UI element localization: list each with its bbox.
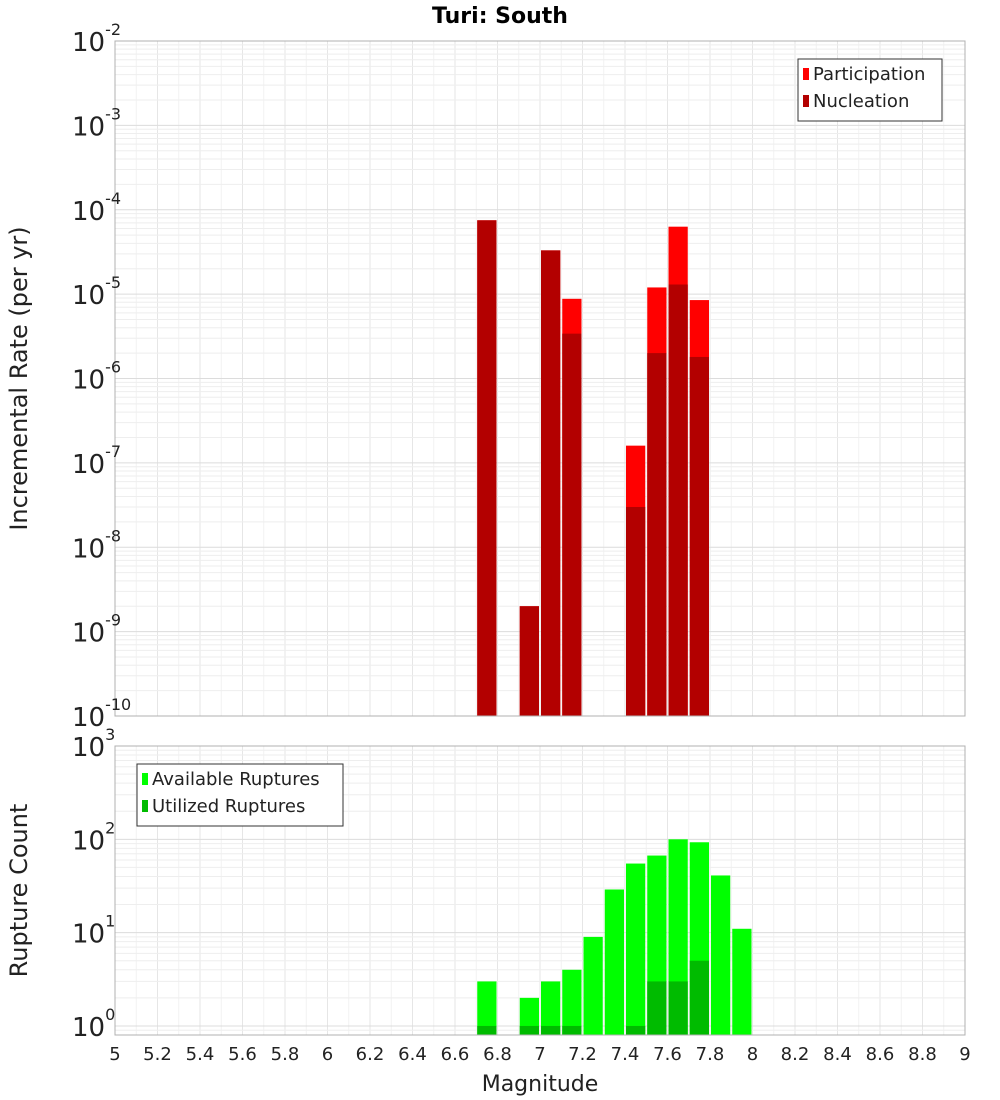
x-tick-label: 8.6 xyxy=(866,1044,895,1065)
legend-swatch xyxy=(803,68,809,80)
x-axis-label: Magnitude xyxy=(482,1072,599,1097)
legend-box xyxy=(136,763,344,827)
legend-entry: Nucleation xyxy=(813,91,909,112)
count-bar-series2 xyxy=(519,1025,539,1035)
count-bar-series1 xyxy=(626,863,646,1035)
y-tick-label: 10-3 xyxy=(72,104,121,142)
count-bar-series1 xyxy=(562,969,582,1035)
count-bar-series2 xyxy=(541,1025,561,1035)
magnitude-x-ticks: 5 5.2 5.4 5.6 5.8 6 6.2 6.4 6.6 6.8 7 7.2 7.4 7.6 7.8 8… xyxy=(109,1044,970,1065)
x-tick-label: 7.6 xyxy=(653,1044,682,1065)
count-bar-series1 xyxy=(583,936,603,1035)
x-tick-label: 6.4 xyxy=(398,1044,427,1065)
x-tick-label: 8.2 xyxy=(781,1044,810,1065)
count-y-ticks: 100 101 102 103 xyxy=(72,725,115,1043)
x-tick-label: 8.8 xyxy=(908,1044,937,1065)
rate-bar-series2 xyxy=(477,220,497,717)
count-bar-series1 xyxy=(477,981,497,1035)
rate-bar-series2 xyxy=(541,250,561,717)
rate-bar-series2 xyxy=(647,353,667,716)
y-tick-label: 100 xyxy=(72,1005,115,1043)
chart-title: Turi: South xyxy=(432,4,568,29)
count-bar-series2 xyxy=(626,1025,646,1035)
legend-swatch xyxy=(142,773,148,785)
x-tick-label: 8 xyxy=(747,1044,758,1065)
count-y-axis-label: Rupture Count xyxy=(5,804,33,978)
count-bar-series2 xyxy=(668,981,688,1035)
count-plot-border xyxy=(114,745,966,1036)
x-tick-label: 6.8 xyxy=(483,1044,512,1065)
legend-box xyxy=(797,58,943,122)
legend-entry: Available Ruptures xyxy=(152,769,320,790)
y-tick-label: 10-10 xyxy=(72,695,131,733)
y-tick-label: 101 xyxy=(72,912,115,950)
rate-bar-series2 xyxy=(562,333,582,716)
legend-entry: Participation xyxy=(813,64,925,85)
y-tick-label: 103 xyxy=(72,725,115,763)
x-tick-label: 6.2 xyxy=(356,1044,385,1065)
x-tick-label: 5 xyxy=(109,1044,120,1065)
x-tick-label: 6.6 xyxy=(441,1044,470,1065)
y-tick-label: 102 xyxy=(72,818,115,856)
count-bar-series1 xyxy=(519,997,539,1035)
y-tick-label: 10-8 xyxy=(72,526,121,564)
y-tick-label: 10-4 xyxy=(72,189,121,227)
rate-y-ticks: 10-10 10-9 10-8 10-7 10-6 10-5 10-4 10-3 10-2 xyxy=(72,20,131,733)
count-panel: 100 101 102 103 5 5.2 5.4 5.6 5.8 6 6.2 6.4 6.6 6.8 7… xyxy=(5,725,971,1097)
rate-bar-series2 xyxy=(626,506,646,716)
rate-bar-series2 xyxy=(519,606,539,716)
x-tick-label: 7.4 xyxy=(611,1044,640,1065)
x-tick-label: 7 xyxy=(534,1044,545,1065)
x-tick-label: 6 xyxy=(322,1044,333,1065)
count-legend: Available Ruptures Utilized Ruptures xyxy=(136,763,344,827)
rate-plot-border xyxy=(114,40,966,717)
x-tick-label: 5.6 xyxy=(228,1044,257,1065)
rate-bars xyxy=(477,220,709,717)
x-tick-label: 8.4 xyxy=(823,1044,852,1065)
x-tick-label: 9 xyxy=(959,1044,970,1065)
x-tick-label: 5.4 xyxy=(186,1044,215,1065)
y-tick-label: 10-6 xyxy=(72,358,121,396)
y-tick-label: 10-9 xyxy=(72,611,121,649)
rate-legend: Participation Nucleation xyxy=(797,58,943,122)
rate-bar-series2 xyxy=(668,284,688,716)
rate-y-axis-label: Incremental Rate (per yr) xyxy=(5,226,33,530)
count-bar-series2 xyxy=(562,1025,582,1035)
count-bar-series2 xyxy=(689,960,709,1035)
count-bar-series1 xyxy=(541,981,561,1035)
x-tick-label: 7.2 xyxy=(568,1044,597,1065)
y-tick-label: 10-7 xyxy=(72,442,121,480)
count-bar-series2 xyxy=(647,981,667,1035)
x-tick-label: 5.8 xyxy=(271,1044,300,1065)
x-tick-label: 5.2 xyxy=(143,1044,172,1065)
y-tick-label: 10-2 xyxy=(72,20,121,58)
x-tick-label: 7.8 xyxy=(696,1044,725,1065)
legend-swatch xyxy=(803,95,809,107)
count-bar-series2 xyxy=(477,1025,497,1035)
rate-gridlines xyxy=(114,40,966,717)
legend-entry: Utilized Ruptures xyxy=(152,796,305,817)
rate-panel: 10-10 10-9 10-8 10-7 10-6 10-5 10-4 10-3 10-2 In… xyxy=(5,20,966,733)
y-tick-label: 10-5 xyxy=(72,273,121,311)
count-bar-series1 xyxy=(711,875,731,1035)
legend-swatch xyxy=(142,800,148,812)
count-bars xyxy=(477,839,752,1035)
count-bar-series1 xyxy=(604,889,624,1035)
rate-bar-series2 xyxy=(689,356,709,716)
count-bar-series1 xyxy=(732,928,752,1035)
